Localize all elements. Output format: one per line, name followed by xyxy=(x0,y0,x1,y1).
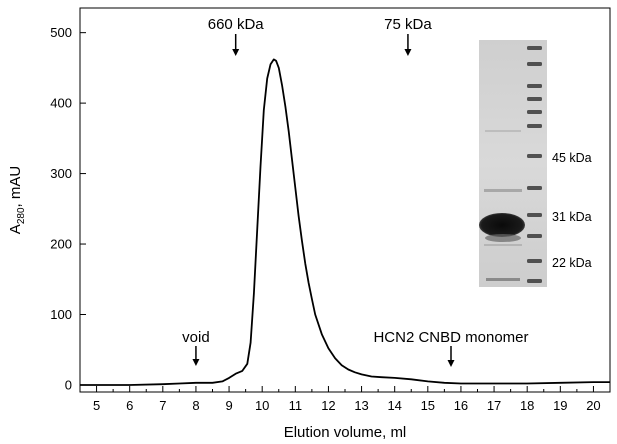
y-axis-ticks: 0 100 200 300 400 500 xyxy=(50,25,86,392)
ladder-band xyxy=(527,259,542,263)
x-tick-label: 17 xyxy=(487,398,501,413)
ladder-band xyxy=(527,84,542,88)
y-tick-label: 500 xyxy=(50,25,72,40)
ladder-band xyxy=(527,110,542,114)
gel-inset xyxy=(479,40,547,287)
x-tick-label: 10 xyxy=(255,398,269,413)
gel-faint-band xyxy=(486,278,520,281)
gel-main-band-tail xyxy=(485,234,521,242)
y-tick-label: 400 xyxy=(50,96,72,111)
x-tick-label: 15 xyxy=(421,398,435,413)
gel-label-45kda: 45 kDa xyxy=(552,151,592,165)
y-axis-title-sub: 280 xyxy=(16,207,27,224)
x-tick-label: 8 xyxy=(192,398,199,413)
annotation-arrow-head xyxy=(447,360,455,367)
x-axis-title: Elution volume, ml xyxy=(284,424,407,441)
y-tick-label: 200 xyxy=(50,237,72,252)
y-axis-title: A280, mAU xyxy=(7,166,27,234)
x-tick-label: 19 xyxy=(553,398,567,413)
x-tick-label: 13 xyxy=(354,398,368,413)
annotation-arrow-head xyxy=(404,49,412,56)
annotation-label: void xyxy=(182,329,210,346)
x-tick-label: 5 xyxy=(93,398,100,413)
x-tick-label: 14 xyxy=(387,398,401,413)
gel-faint-band xyxy=(485,130,521,132)
ladder-band xyxy=(527,124,542,128)
annotation-label: HCN2 CNBD monomer xyxy=(373,329,528,346)
ladder-band xyxy=(527,279,542,283)
x-tick-label: 16 xyxy=(454,398,468,413)
x-tick-label: 9 xyxy=(225,398,232,413)
annotation-arrow-head xyxy=(192,359,200,366)
y-tick-label: 100 xyxy=(50,307,72,322)
gel-main-band xyxy=(479,213,525,237)
ladder-band xyxy=(527,213,542,217)
x-tick-label: 11 xyxy=(289,398,303,413)
annotations: void 660 kDa 75 kDa HCN2 CNBD monomer xyxy=(182,16,529,367)
y-axis-title-rest: , mAU xyxy=(7,166,24,208)
x-axis-ticks: 5 6 7 8 9 10 11 12 13 14 15 16 17 18 19 20 xyxy=(93,386,601,413)
x-tick-label: 20 xyxy=(586,398,600,413)
y-tick-label: 0 xyxy=(65,377,72,392)
gel-background xyxy=(479,40,547,287)
ladder-band xyxy=(527,97,542,101)
x-tick-label: 18 xyxy=(520,398,534,413)
elution-curve xyxy=(80,58,610,386)
ladder-band xyxy=(527,234,542,238)
ladder-band xyxy=(527,46,542,50)
ladder-band xyxy=(527,186,542,190)
y-axis-title-main: A xyxy=(7,224,24,234)
annotation-arrow-head xyxy=(232,49,240,56)
gel-faint-band xyxy=(484,244,522,246)
ladder-band xyxy=(527,62,542,66)
x-tick-label: 6 xyxy=(126,398,133,413)
y-tick-label: 300 xyxy=(50,166,72,181)
gel-faint-band xyxy=(484,189,522,192)
x-tick-label: 12 xyxy=(321,398,335,413)
gel-label-22kda: 22 kDa xyxy=(552,256,592,270)
annotation-label: 660 kDa xyxy=(208,16,265,33)
gel-ladder xyxy=(527,46,542,283)
annotation-label: 75 kDa xyxy=(384,16,432,33)
gel-label-31kda: 31 kDa xyxy=(552,210,592,224)
x-tick-label: 7 xyxy=(159,398,166,413)
ladder-band xyxy=(527,154,542,158)
